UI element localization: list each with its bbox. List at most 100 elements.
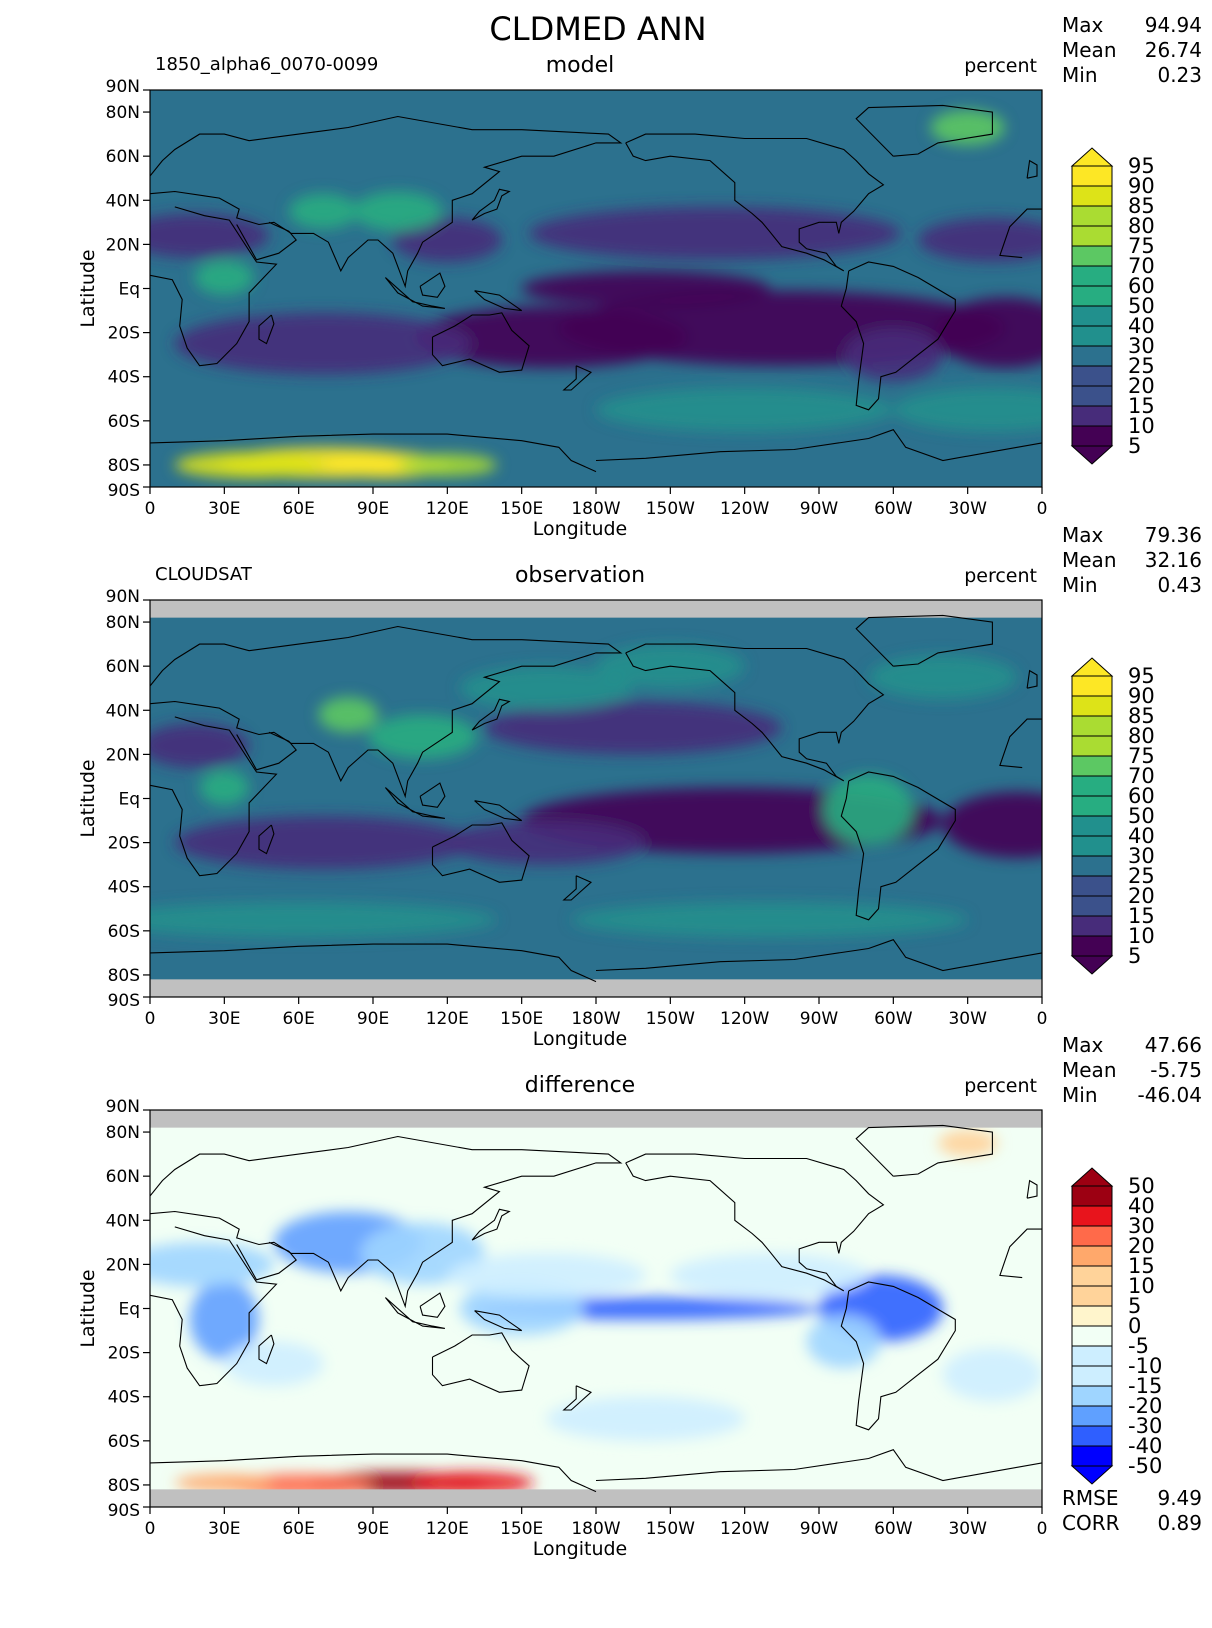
lat-tick-label: 20N: [106, 745, 140, 765]
colorbar-box: [1071, 225, 1113, 247]
lat-tick-label: 90S: [108, 481, 140, 501]
coastline: [431, 822, 530, 883]
lon-tick-label: 60W: [874, 1519, 913, 1539]
coastline: [1026, 159, 1038, 179]
field-contour: [397, 453, 497, 476]
colorbar-box: [1071, 755, 1113, 777]
coastline: [855, 104, 993, 157]
field-contour: [596, 387, 894, 432]
panel-center-label: model: [546, 53, 615, 78]
coastline: [999, 1228, 1042, 1279]
missing-band-south: [150, 1489, 1042, 1507]
colorbar-label: 20: [1128, 374, 1155, 398]
colorbar-box: [1071, 265, 1113, 287]
figure-title: CLDMED ANN: [489, 10, 706, 48]
lon-tick-label: 120E: [426, 499, 469, 519]
coastline: [595, 1449, 1042, 1482]
coastline: [1026, 669, 1038, 689]
field-contour: [318, 697, 378, 733]
field-contour: [484, 701, 782, 755]
coastline: [474, 290, 523, 312]
field-contour: [935, 297, 1042, 368]
lon-tick-label: 30E: [208, 1009, 240, 1029]
lon-tick-label: 0: [145, 499, 156, 519]
field-blobs: [150, 109, 1042, 479]
field-contour: [150, 213, 269, 258]
lat-tick-label: 80N: [106, 1123, 140, 1143]
field-contour: [930, 109, 1005, 146]
colorbar-label: 75: [1128, 744, 1155, 768]
colorbar-box: [1071, 1305, 1113, 1327]
lon-tick-label: 30E: [208, 499, 240, 519]
colorbar-box: [1071, 1185, 1113, 1207]
lon-tick-label: 150W: [646, 1519, 695, 1539]
colorbar-label: 85: [1128, 194, 1155, 218]
stat-label-min: Min: [1062, 573, 1098, 597]
stat-label-min: Min: [1062, 1083, 1098, 1107]
stat-label-mean: Mean: [1062, 38, 1117, 62]
colorbar-label: 60: [1128, 784, 1155, 808]
lat-tick-label: 90S: [108, 1501, 140, 1521]
coastline: [236, 731, 297, 771]
colorbar-label: 30: [1128, 1214, 1155, 1238]
colorbar-box: [1071, 425, 1113, 447]
lon-tick-label: 90W: [800, 1519, 839, 1539]
lon-tick-label: 120E: [426, 1009, 469, 1029]
coastline: [150, 1453, 597, 1493]
colorbar-box: [1071, 1205, 1113, 1227]
lon-tick-label: 30W: [948, 1519, 987, 1539]
lat-tick-label: 40S: [108, 368, 140, 388]
lon-tick-label: 180W: [571, 1519, 620, 1539]
panel-observation: CLOUDSAT observation percent 90N 80N 60N 40N 20…: [77, 523, 1202, 1050]
coastline: [595, 939, 1042, 972]
lon-tick-label: 90W: [800, 1009, 839, 1029]
colorbar-label: 50: [1128, 1174, 1155, 1198]
lon-tick-label: 90E: [357, 1519, 389, 1539]
colorbar-box: [1071, 165, 1113, 187]
lon-tick-label: 90W: [800, 499, 839, 519]
colorbar-bottom-arrow: [1070, 445, 1114, 465]
stat-value-min: 0.43: [1157, 573, 1202, 597]
lat-tick-label: 40N: [106, 1211, 140, 1231]
field-contour: [546, 1396, 745, 1441]
colorbar-box: [1071, 835, 1113, 857]
coastline: [625, 133, 885, 272]
colorbar-label: 15: [1128, 904, 1155, 928]
colorbar-box: [1071, 675, 1113, 697]
y-axis-title: Latitude: [77, 249, 99, 327]
lon-tick-label: 60E: [282, 1009, 314, 1029]
lon-tick-label: 30W: [948, 1009, 987, 1029]
field-blobs: [150, 1129, 1042, 1496]
panel-center-label: difference: [525, 1073, 635, 1098]
field-contour: [174, 1473, 274, 1492]
coastline: [419, 782, 446, 808]
y-axis-title: Latitude: [77, 1269, 99, 1347]
field-contour: [459, 666, 634, 711]
coastline: [384, 1297, 446, 1329]
colorbar-label: 20: [1128, 1234, 1155, 1258]
field-contour: [174, 451, 324, 479]
field-contour: [447, 820, 646, 865]
coastline: [471, 698, 511, 731]
field-contour: [353, 191, 443, 232]
coastline: [236, 1241, 297, 1281]
field-contour: [942, 1348, 1042, 1402]
colorbar-label: 40: [1128, 824, 1155, 848]
colorbar-label: 80: [1128, 724, 1155, 748]
colorbar-label: 25: [1128, 354, 1155, 378]
colorbar-label: 40: [1128, 314, 1155, 338]
colorbar-label: 80: [1128, 214, 1155, 238]
lat-tick-label: 80N: [106, 103, 140, 123]
field-contour: [942, 791, 1042, 859]
colorbar-box: [1071, 935, 1113, 957]
lat-tick-label: 60N: [106, 1167, 140, 1187]
coastline: [625, 1153, 885, 1292]
colorbar-label: 30: [1128, 334, 1155, 358]
stat-value-mean: -5.75: [1150, 1058, 1202, 1082]
lat-tick-label: 40N: [106, 191, 140, 211]
coastline: [562, 365, 593, 391]
stat-label-min: Min: [1062, 63, 1098, 87]
